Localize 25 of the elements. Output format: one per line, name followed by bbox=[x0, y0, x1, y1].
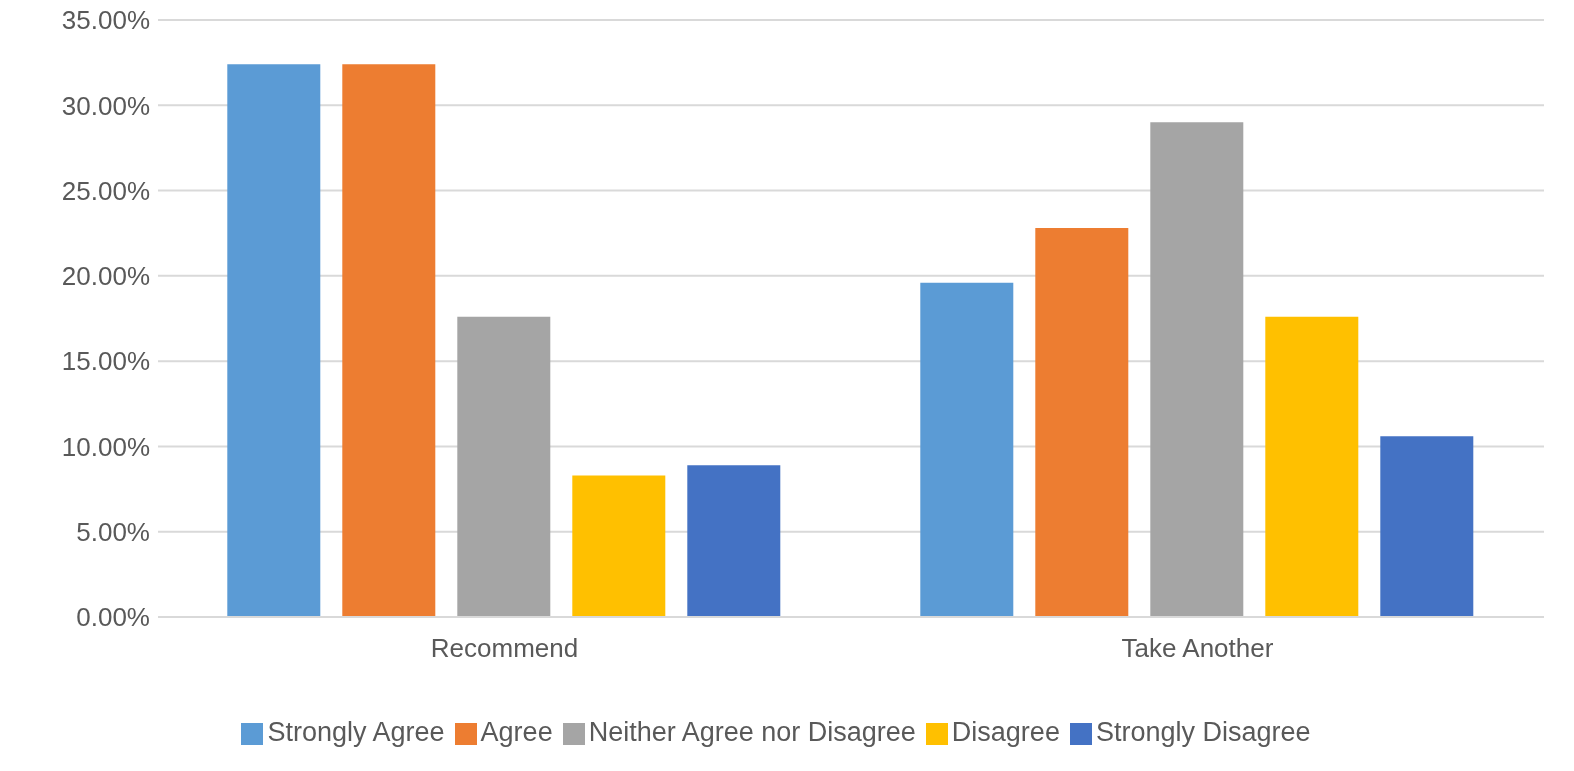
bar bbox=[1380, 436, 1474, 617]
bar bbox=[457, 316, 551, 617]
y-tick-label: 15.00% bbox=[61, 346, 150, 377]
y-tick-label: 10.00% bbox=[61, 431, 150, 462]
bar bbox=[920, 282, 1014, 617]
y-tick-label: 35.00% bbox=[61, 5, 150, 36]
y-tick-label: 20.00% bbox=[61, 261, 150, 292]
legend-label: Strongly Agree bbox=[267, 717, 445, 747]
bar bbox=[342, 64, 436, 617]
y-tick-label: 5.00% bbox=[76, 516, 150, 547]
legend-label: Disagree bbox=[951, 717, 1060, 747]
bar bbox=[1150, 122, 1244, 617]
bar bbox=[687, 465, 781, 617]
legend-label: Neither Agree nor Disagree bbox=[588, 717, 916, 747]
y-tick-label: 0.00% bbox=[76, 602, 150, 633]
x-tick-label: Recommend bbox=[430, 633, 579, 664]
y-tick-label: 30.00% bbox=[61, 90, 150, 121]
y-tick-label: 25.00% bbox=[61, 175, 150, 206]
legend-label: Agree bbox=[480, 717, 553, 747]
legend-label: Strongly Disagree bbox=[1095, 717, 1311, 747]
bar bbox=[572, 475, 666, 617]
bar bbox=[1265, 316, 1359, 617]
bar bbox=[227, 64, 321, 617]
x-tick-label: Take Another bbox=[1121, 633, 1274, 664]
bar bbox=[1035, 228, 1129, 617]
